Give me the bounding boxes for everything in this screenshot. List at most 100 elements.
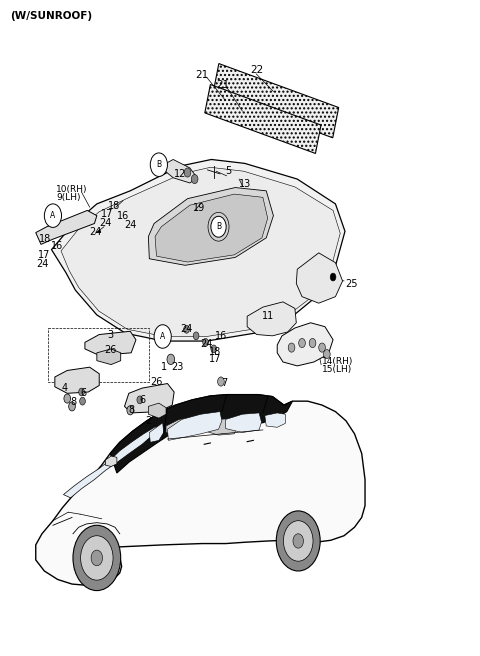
Text: 24: 24: [99, 218, 112, 228]
Circle shape: [137, 396, 143, 404]
Text: 9(LH): 9(LH): [56, 193, 81, 202]
Text: 8: 8: [128, 405, 134, 415]
Polygon shape: [124, 384, 174, 413]
Circle shape: [293, 534, 303, 548]
Circle shape: [217, 377, 224, 386]
Circle shape: [64, 394, 71, 403]
Text: 18: 18: [39, 234, 51, 243]
Circle shape: [203, 338, 208, 346]
Text: 13: 13: [239, 179, 251, 190]
Polygon shape: [277, 323, 333, 366]
Text: 16: 16: [118, 211, 130, 220]
Text: 23: 23: [171, 362, 183, 372]
Circle shape: [167, 354, 175, 365]
Text: 26: 26: [150, 377, 162, 386]
Text: 7: 7: [222, 378, 228, 388]
Circle shape: [299, 338, 305, 348]
Circle shape: [184, 168, 191, 177]
Circle shape: [193, 332, 199, 340]
Circle shape: [91, 550, 103, 565]
Text: 21: 21: [195, 70, 208, 79]
Polygon shape: [110, 395, 292, 473]
Polygon shape: [97, 349, 120, 365]
Circle shape: [276, 511, 320, 571]
Text: 6: 6: [140, 395, 146, 405]
Polygon shape: [149, 422, 164, 442]
Polygon shape: [265, 413, 285, 427]
Polygon shape: [296, 253, 343, 303]
Polygon shape: [166, 416, 199, 435]
Text: 24: 24: [201, 338, 213, 349]
Polygon shape: [226, 413, 262, 432]
Circle shape: [330, 273, 336, 281]
Text: 10(RH): 10(RH): [56, 185, 88, 194]
Text: 14(RH): 14(RH): [322, 358, 353, 367]
Text: 16: 16: [215, 331, 227, 341]
Text: 21: 21: [216, 80, 230, 90]
Circle shape: [80, 398, 85, 405]
Text: 17: 17: [38, 250, 50, 260]
Circle shape: [192, 174, 198, 184]
Text: (W/SUNROOF): (W/SUNROOF): [10, 10, 92, 21]
Text: 17: 17: [101, 209, 113, 219]
Text: 24: 24: [89, 227, 102, 237]
Circle shape: [127, 405, 133, 415]
Text: 24: 24: [124, 220, 136, 230]
Text: 24: 24: [180, 324, 193, 335]
Text: 15(LH): 15(LH): [322, 365, 352, 375]
Polygon shape: [168, 411, 222, 440]
Polygon shape: [205, 85, 321, 154]
Circle shape: [184, 325, 190, 333]
Text: 4: 4: [61, 383, 68, 393]
Polygon shape: [247, 302, 296, 336]
Text: 26: 26: [104, 344, 116, 354]
Text: 19: 19: [193, 203, 205, 213]
Circle shape: [324, 350, 330, 359]
Polygon shape: [213, 64, 339, 138]
Text: 17: 17: [209, 354, 221, 364]
Text: A: A: [160, 332, 165, 341]
Circle shape: [288, 343, 295, 352]
Circle shape: [150, 153, 168, 176]
Polygon shape: [148, 403, 166, 418]
Circle shape: [319, 343, 325, 352]
Text: 5: 5: [225, 166, 231, 176]
Polygon shape: [106, 456, 117, 466]
Circle shape: [69, 402, 75, 411]
Circle shape: [44, 204, 61, 228]
Polygon shape: [85, 331, 136, 356]
Text: 18: 18: [108, 201, 120, 211]
Circle shape: [73, 525, 120, 590]
Circle shape: [81, 536, 113, 580]
Circle shape: [79, 388, 84, 396]
Polygon shape: [164, 159, 197, 183]
Polygon shape: [63, 426, 156, 498]
Text: 3: 3: [107, 329, 113, 340]
Polygon shape: [205, 418, 238, 435]
Text: B: B: [216, 222, 221, 232]
Text: 6: 6: [81, 388, 86, 398]
Polygon shape: [36, 395, 365, 585]
Circle shape: [309, 338, 316, 348]
Text: A: A: [50, 211, 56, 220]
Text: 11: 11: [262, 311, 274, 321]
Text: 8: 8: [70, 398, 76, 407]
Text: 24: 24: [36, 259, 48, 269]
Polygon shape: [148, 188, 274, 265]
Polygon shape: [55, 367, 99, 394]
Polygon shape: [51, 159, 345, 341]
Circle shape: [211, 345, 216, 353]
Circle shape: [283, 521, 313, 561]
Circle shape: [154, 325, 171, 348]
Polygon shape: [36, 211, 97, 245]
Text: B: B: [156, 160, 161, 169]
Polygon shape: [61, 167, 340, 337]
Text: 1: 1: [161, 362, 167, 372]
Circle shape: [211, 216, 226, 237]
Text: 22: 22: [250, 65, 264, 75]
Text: 12: 12: [174, 169, 187, 180]
Text: 18: 18: [209, 346, 221, 356]
Polygon shape: [155, 194, 268, 262]
Circle shape: [208, 213, 229, 241]
Text: 16: 16: [50, 241, 63, 251]
